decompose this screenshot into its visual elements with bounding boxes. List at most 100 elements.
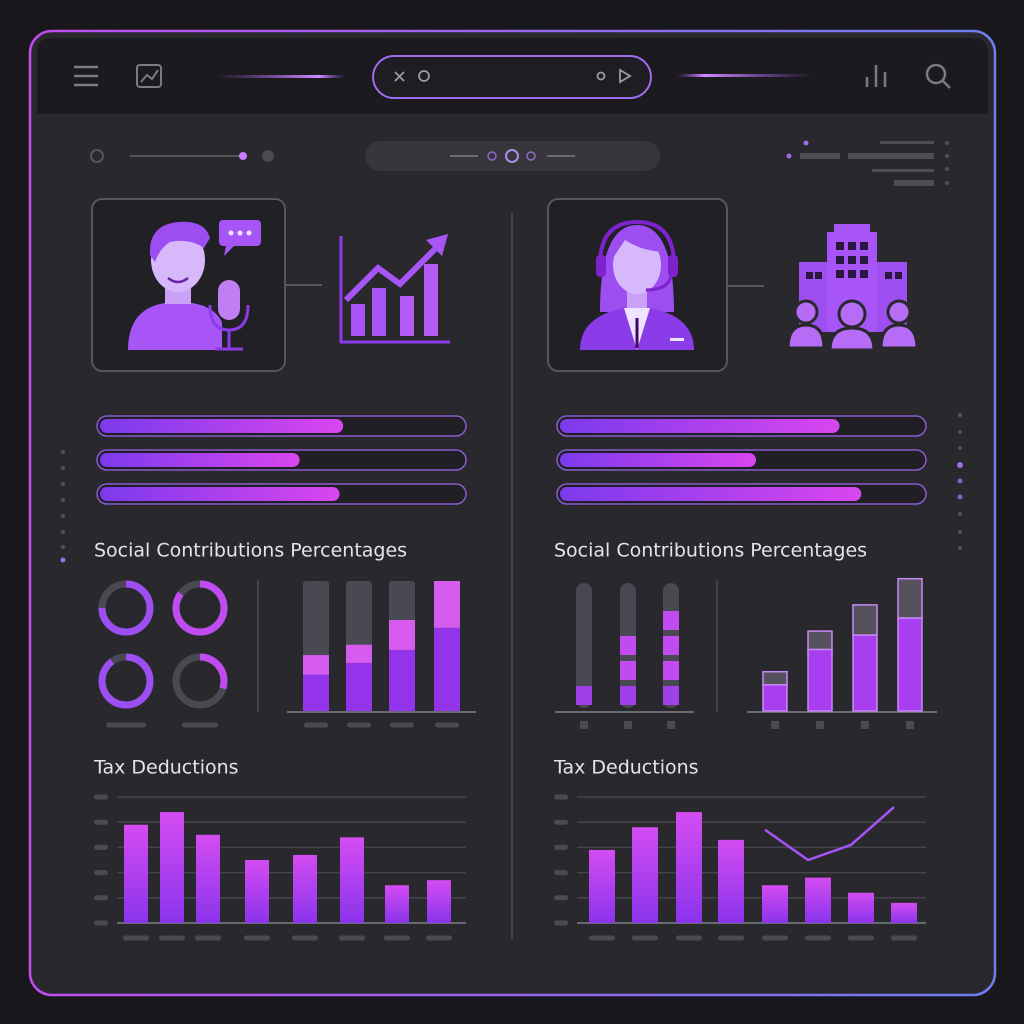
tick-mark bbox=[554, 794, 568, 800]
bar bbox=[293, 854, 317, 923]
progress-fill bbox=[560, 487, 862, 501]
bar bbox=[676, 812, 702, 923]
section-title: Social Contributions Percentages bbox=[554, 540, 867, 562]
section-title: Social Contributions Percentages bbox=[94, 540, 407, 562]
bar bbox=[427, 880, 451, 923]
label-placeholder bbox=[390, 722, 414, 728]
bar bbox=[160, 812, 184, 923]
label-placeholder bbox=[384, 935, 410, 941]
bar-segment bbox=[346, 662, 372, 711]
label-placeholder bbox=[195, 935, 221, 941]
support-agent-icon bbox=[580, 219, 694, 350]
label-placeholder bbox=[106, 722, 146, 728]
label-placeholder bbox=[632, 935, 658, 941]
search-pill[interactable] bbox=[372, 55, 652, 99]
tick-mark bbox=[554, 920, 568, 926]
label-placeholder bbox=[159, 935, 185, 941]
label-placeholder bbox=[426, 935, 452, 941]
bar bbox=[245, 860, 269, 923]
progress-fill bbox=[100, 487, 340, 501]
progress-fill bbox=[560, 419, 840, 433]
block bbox=[620, 686, 636, 705]
bar bbox=[762, 885, 788, 923]
tick-mark bbox=[94, 794, 108, 800]
tick-dot bbox=[580, 721, 588, 729]
bar bbox=[385, 885, 409, 923]
trend-line bbox=[764, 806, 895, 862]
section-title: Tax Deductions bbox=[93, 757, 239, 779]
chart-icon[interactable] bbox=[136, 64, 162, 88]
tick-dot bbox=[816, 721, 824, 729]
progress-fill bbox=[100, 419, 344, 433]
tick-mark bbox=[554, 895, 568, 901]
bar bbox=[196, 834, 220, 923]
tick-dot bbox=[861, 721, 869, 729]
bar-segment bbox=[303, 655, 329, 675]
bar-segment bbox=[897, 577, 923, 619]
tick-dot bbox=[667, 721, 675, 729]
speaker-icon bbox=[128, 220, 261, 351]
label-placeholder bbox=[718, 935, 744, 941]
tick-dot bbox=[624, 721, 632, 729]
bar bbox=[718, 839, 744, 923]
block bbox=[663, 636, 679, 655]
label-placeholder bbox=[676, 935, 702, 941]
bar-segment bbox=[434, 627, 460, 711]
progress-fill bbox=[560, 453, 757, 467]
bar-segment bbox=[897, 617, 923, 712]
tick-mark bbox=[554, 844, 568, 850]
bar-segment bbox=[762, 670, 788, 686]
bar-segment bbox=[389, 649, 415, 711]
label-placeholder bbox=[891, 935, 917, 941]
tick-mark bbox=[94, 819, 108, 825]
bar bbox=[124, 824, 148, 923]
label-placeholder bbox=[435, 722, 459, 728]
label-placeholder bbox=[848, 935, 874, 941]
tick-mark bbox=[94, 870, 108, 876]
label-placeholder bbox=[244, 935, 270, 941]
donut-arc bbox=[98, 580, 154, 636]
label-placeholder bbox=[182, 722, 218, 728]
tick-mark bbox=[94, 844, 108, 850]
label-placeholder bbox=[339, 935, 365, 941]
bar-segment bbox=[434, 581, 460, 628]
bar-segment bbox=[303, 674, 329, 711]
block bbox=[576, 686, 592, 705]
bar-segment bbox=[346, 644, 372, 663]
block bbox=[663, 661, 679, 680]
search-icon[interactable] bbox=[925, 63, 951, 89]
donut-arc bbox=[98, 653, 154, 709]
bar bbox=[589, 849, 615, 923]
bar bbox=[632, 827, 658, 923]
tick-dot bbox=[771, 721, 779, 729]
block bbox=[663, 686, 679, 705]
tick-mark bbox=[554, 870, 568, 876]
label-placeholder bbox=[304, 722, 328, 728]
bar bbox=[805, 877, 831, 923]
tick-mark bbox=[94, 895, 108, 901]
label-placeholder bbox=[805, 935, 831, 941]
block bbox=[620, 636, 636, 655]
bar bbox=[848, 892, 874, 923]
label-placeholder bbox=[347, 722, 371, 728]
stats-icon[interactable] bbox=[865, 65, 887, 87]
glow-line bbox=[215, 75, 345, 78]
block bbox=[620, 661, 636, 680]
glow-line bbox=[677, 74, 814, 77]
tick-mark bbox=[94, 920, 108, 926]
bar-track bbox=[576, 583, 592, 708]
tick-mark bbox=[554, 819, 568, 825]
block bbox=[663, 611, 679, 630]
menu-icon[interactable] bbox=[74, 65, 98, 87]
bar bbox=[891, 902, 917, 923]
label-placeholder bbox=[589, 935, 615, 941]
bar-segment bbox=[852, 634, 878, 712]
label-placeholder bbox=[762, 935, 788, 941]
growth-icon bbox=[339, 234, 450, 344]
donut-arc bbox=[172, 653, 228, 709]
side-dots bbox=[60, 413, 963, 563]
company-icon bbox=[786, 224, 919, 352]
bar-segment bbox=[852, 604, 878, 636]
